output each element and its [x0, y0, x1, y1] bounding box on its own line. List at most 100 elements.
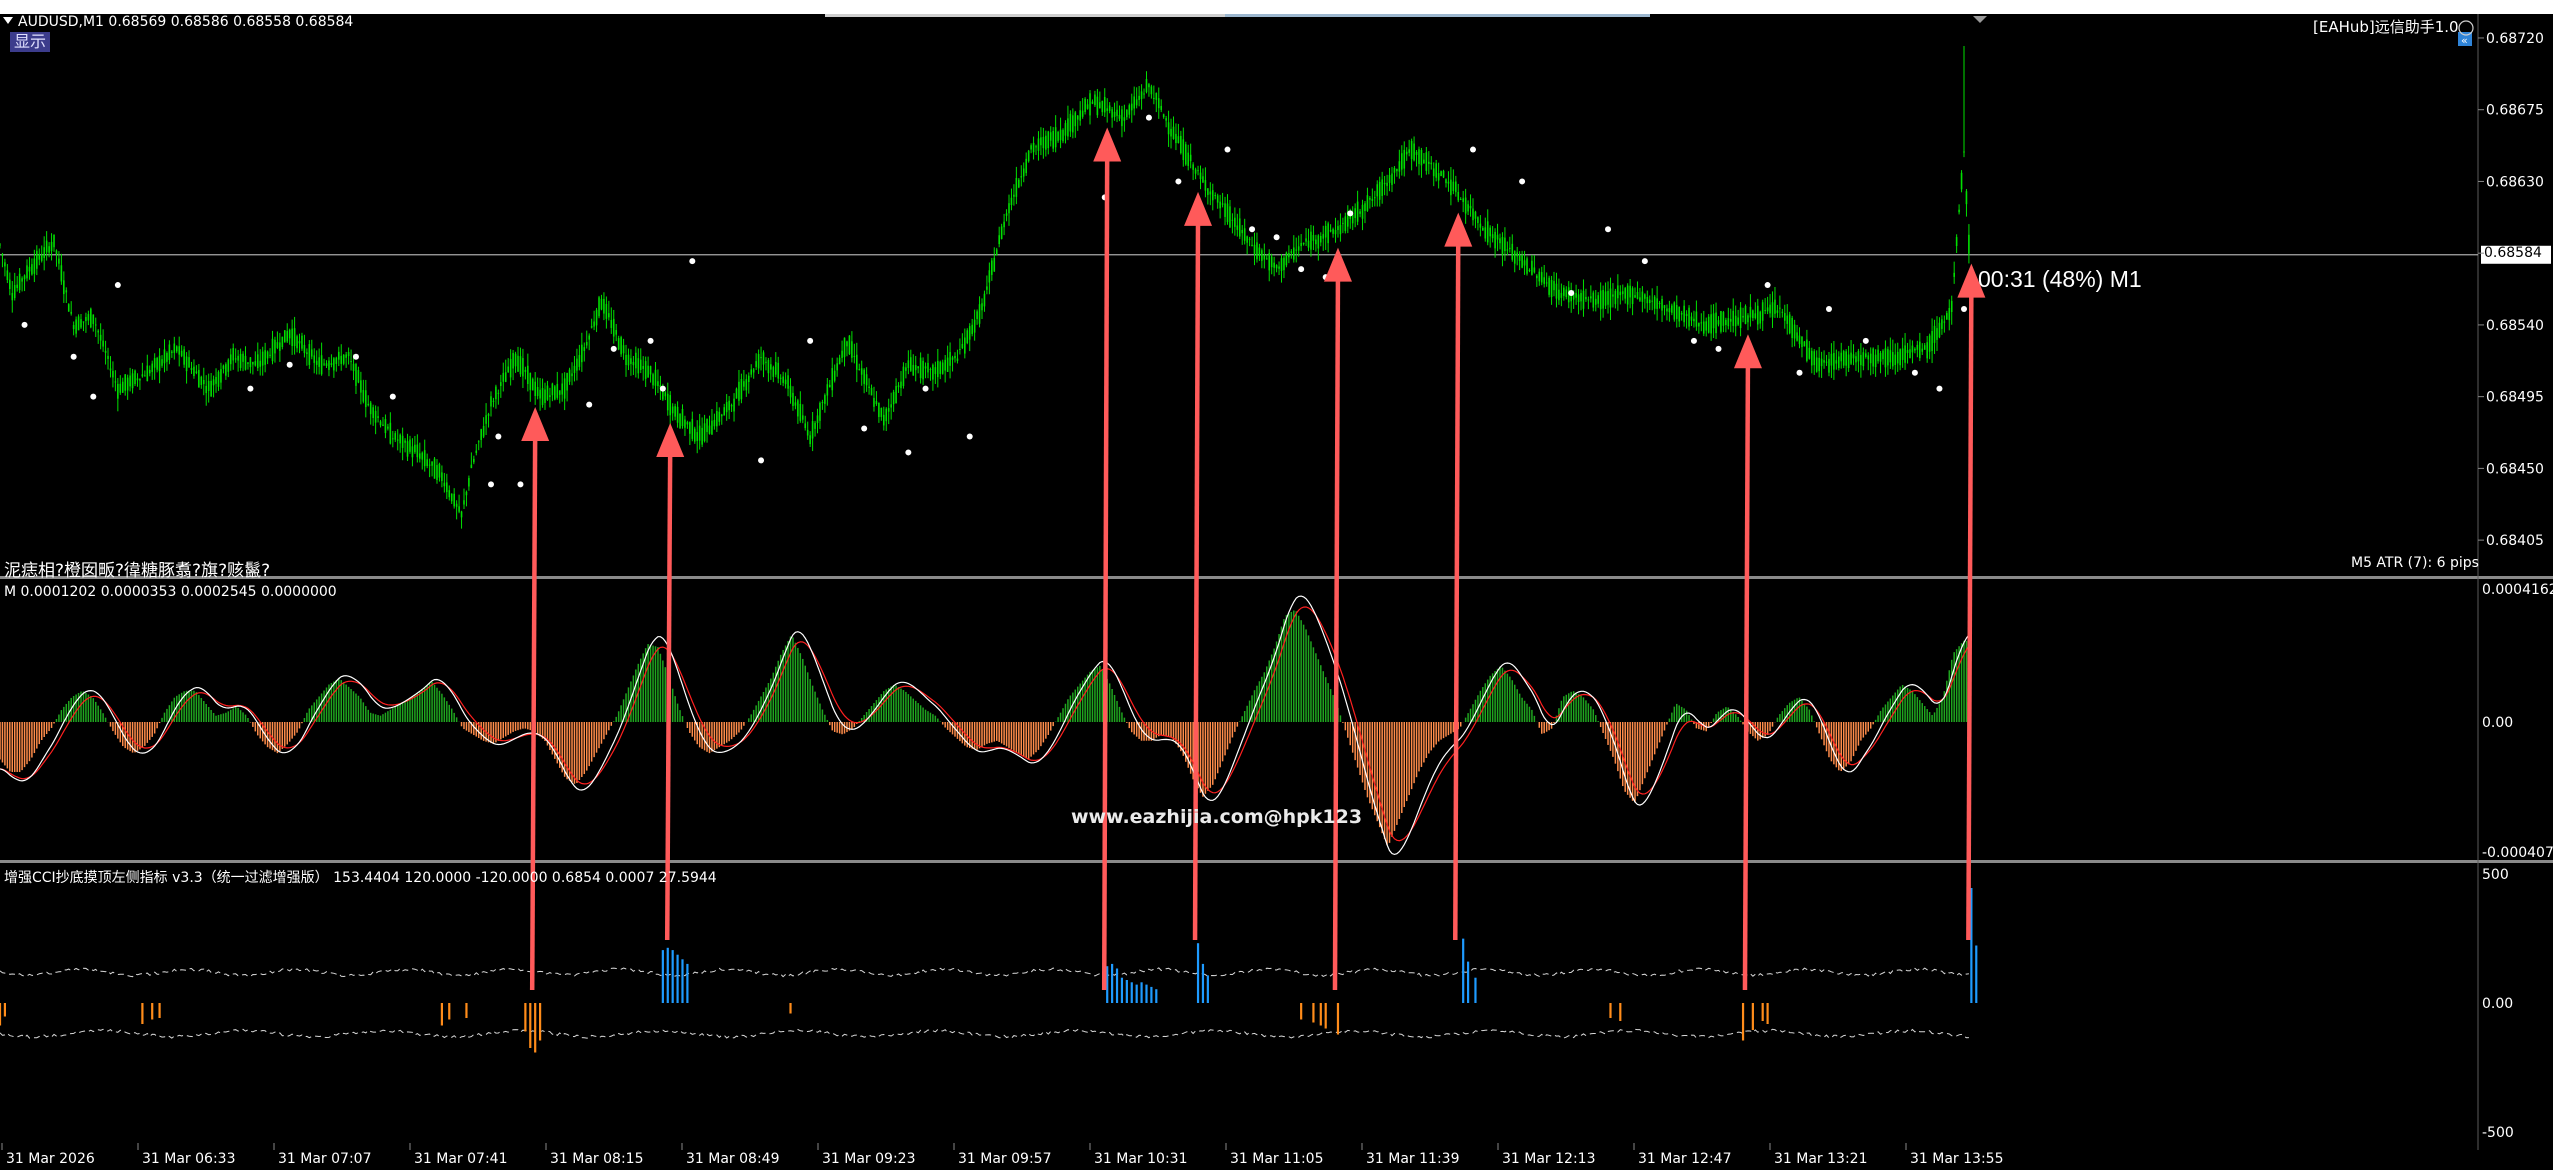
fractal-dot: [966, 433, 973, 440]
candle-body: [1639, 297, 1641, 301]
candle-body: [67, 304, 70, 312]
candle-body: [1663, 305, 1666, 309]
fractal-dot: [1298, 266, 1305, 273]
candle-body: [713, 419, 716, 427]
separator-macd-cci[interactable]: [0, 860, 2553, 863]
candle-body: [1737, 317, 1739, 325]
candle-body: [217, 371, 220, 387]
candle-body: [1869, 353, 1872, 364]
display-badge[interactable]: 显示: [10, 32, 51, 52]
candle-body: [693, 428, 696, 442]
candle-body: [581, 344, 583, 363]
candle-body: [1614, 290, 1617, 305]
candle-body: [1754, 313, 1757, 319]
candle-body: [625, 354, 627, 366]
fractal-dot: [286, 361, 293, 368]
candle-body: [806, 429, 809, 436]
history-scroll-thumb[interactable]: [1225, 14, 1650, 17]
cci-tick-label-top: 500: [2482, 867, 2509, 883]
candle-body: [112, 370, 114, 378]
fractal-dots: [21, 114, 1967, 488]
candle-body: [833, 370, 836, 381]
candle-body: [384, 419, 387, 434]
ea-smile-icon[interactable]: [2458, 20, 2474, 36]
price-tick-label: 0.68405: [2486, 533, 2544, 549]
candle-body: [1135, 99, 1138, 106]
candle-body: [1344, 216, 1347, 232]
fractal-dot: [659, 385, 666, 392]
candle-body: [1560, 292, 1563, 298]
candle-body: [392, 438, 394, 440]
candle-body: [144, 375, 146, 377]
candle-body: [1143, 93, 1145, 95]
candle-body: [1410, 140, 1413, 160]
candle-body: [617, 338, 620, 350]
candle-body: [841, 350, 843, 358]
candle-body: [1086, 104, 1089, 109]
candle-body: [1184, 144, 1187, 165]
fractal-dot: [517, 481, 524, 488]
candle-body: [750, 369, 753, 375]
candle-body: [1810, 350, 1813, 366]
candle-body: [377, 416, 379, 418]
fractal-dot: [807, 337, 814, 344]
candle-body: [318, 357, 320, 367]
candle-body: [779, 377, 782, 379]
candle-body: [254, 361, 257, 366]
current-price-tag-text: 0.68584: [2484, 244, 2542, 261]
candle-body: [158, 355, 161, 371]
candle-body: [1634, 295, 1636, 298]
candle-body: [23, 275, 26, 280]
candle-body: [1140, 91, 1143, 100]
candle-body: [968, 326, 971, 340]
candle-body: [1477, 217, 1479, 223]
candle-body: [82, 321, 85, 323]
candle-body: [801, 415, 804, 420]
candle-body: [1906, 349, 1909, 353]
candle-body: [271, 338, 274, 362]
candle-body: [1388, 175, 1391, 183]
candle-body: [409, 439, 411, 452]
candle-body: [1015, 177, 1018, 197]
candle-body: [92, 314, 95, 324]
candle-body: [1705, 321, 1708, 331]
candle-body: [1172, 126, 1175, 139]
candle-body: [804, 423, 807, 429]
candle-body: [396, 439, 399, 441]
candle-body: [951, 357, 954, 360]
candle-body: [1678, 306, 1681, 322]
candle-body: [1820, 358, 1823, 367]
chart-shift-marker-icon[interactable]: [1973, 16, 1987, 23]
candle-body: [65, 290, 68, 293]
candle-body: [1872, 348, 1874, 367]
ea-panel-icon[interactable]: [2458, 32, 2472, 46]
candle-body: [1538, 271, 1541, 282]
candle-body: [36, 250, 38, 269]
candle-body: [63, 280, 65, 295]
candle-body: [1675, 305, 1678, 319]
candle-body: [983, 293, 986, 307]
candle-body: [1550, 280, 1553, 298]
candle-body: [276, 342, 279, 348]
candle-body: [443, 482, 446, 487]
candle-body: [1076, 115, 1079, 120]
candle-body: [205, 385, 208, 394]
candle-body: [531, 378, 534, 391]
separator-main-macd[interactable]: [0, 576, 2553, 579]
candle-body: [1322, 234, 1325, 239]
candle-body: [595, 309, 598, 326]
price-tick-label: 0.68675: [2486, 103, 2544, 119]
candle-body: [1376, 184, 1379, 197]
candle-body: [747, 375, 750, 383]
candle-body: [1106, 108, 1109, 111]
candle-body: [470, 464, 473, 469]
candle-body: [256, 354, 259, 369]
time-tick-label: 31 Mar 09:57: [958, 1151, 1051, 1167]
candle-body: [114, 381, 117, 383]
candle-body: [1928, 335, 1931, 352]
candle-body: [1842, 351, 1845, 366]
candle-body: [90, 308, 92, 328]
collapse-triangle-icon[interactable]: [3, 17, 13, 24]
candle-body: [1896, 351, 1899, 364]
